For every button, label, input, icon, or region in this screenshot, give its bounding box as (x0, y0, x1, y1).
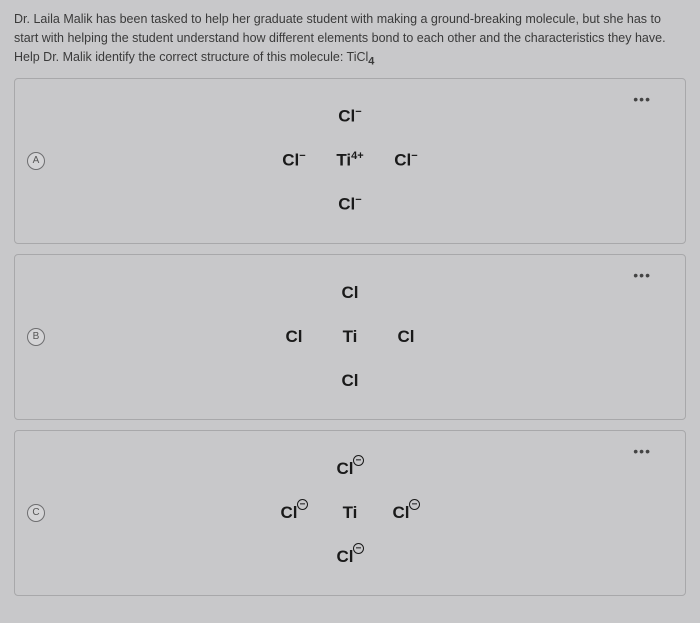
radio-a[interactable]: A (27, 152, 45, 170)
options-container: A ••• Cl− Cl− Ti4+ Cl− Cl− B ••• Cl Cl T… (0, 78, 700, 596)
circled-minus-icon (409, 499, 420, 510)
b-cl-top: Cl (342, 283, 359, 303)
circled-minus-icon (297, 499, 308, 510)
radio-label-a: A (33, 155, 40, 166)
radio-label-c: C (32, 507, 39, 518)
c-cl-top: Cl (337, 459, 364, 479)
radio-label-b: B (33, 331, 40, 342)
diagram-c: Cl Cl Ti Cl Cl (266, 447, 434, 579)
radio-b[interactable]: B (27, 328, 45, 346)
c-cl-right: Cl (393, 503, 420, 523)
b-cl-bottom: Cl (342, 371, 359, 391)
c-cl-left: Cl (281, 503, 308, 523)
a-cl-top: Cl− (338, 106, 361, 127)
question-prompt: Dr. Laila Malik has been tasked to help … (0, 0, 700, 78)
diagram-a: Cl− Cl− Ti4+ Cl− Cl− (266, 95, 434, 227)
a-center: Ti4+ (336, 150, 363, 171)
circled-minus-icon (353, 543, 364, 554)
circled-minus-icon (353, 455, 364, 466)
b-cl-right: Cl (398, 327, 415, 347)
b-center: Ti (343, 327, 358, 347)
radio-c[interactable]: C (27, 504, 45, 522)
option-b-menu[interactable]: ••• (633, 267, 651, 283)
option-c[interactable]: C ••• Cl Cl Ti Cl Cl (14, 430, 686, 596)
question-text-main: Dr. Laila Malik has been tasked to help … (14, 12, 666, 64)
a-cl-bottom: Cl− (338, 194, 361, 215)
option-c-menu[interactable]: ••• (633, 443, 651, 459)
c-cl-bottom: Cl (337, 547, 364, 567)
option-a[interactable]: A ••• Cl− Cl− Ti4+ Cl− Cl− (14, 78, 686, 244)
c-center: Ti (343, 503, 358, 523)
question-subscript: 4 (368, 55, 374, 67)
option-a-menu[interactable]: ••• (633, 91, 651, 107)
b-cl-left: Cl (286, 327, 303, 347)
a-cl-left: Cl− (282, 150, 305, 171)
option-b[interactable]: B ••• Cl Cl Ti Cl Cl (14, 254, 686, 420)
a-cl-right: Cl− (394, 150, 417, 171)
diagram-b: Cl Cl Ti Cl Cl (266, 271, 434, 403)
